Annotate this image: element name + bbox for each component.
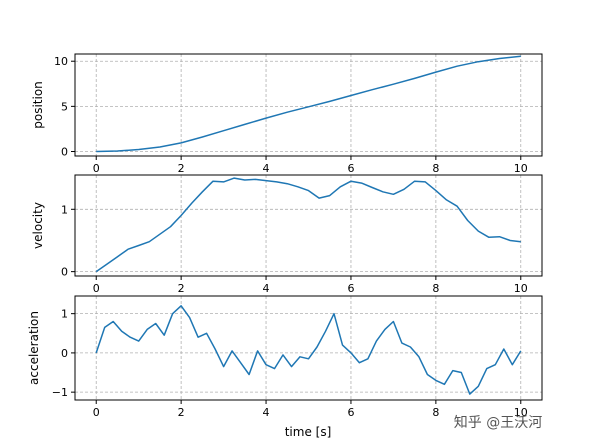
series-line	[96, 55, 521, 153]
x-tick-label: 10	[514, 406, 528, 419]
y-axis-label: velocity	[31, 202, 45, 249]
position-panel: 0 2 4 6 8 10 0 5 10 position	[31, 53, 543, 175]
x-tick-label: 4	[263, 406, 270, 419]
y-axis-label: acceleration	[27, 311, 41, 385]
acceleration-panel: 0 2 4 6 8 10 −1 0 1 acceleration	[27, 295, 543, 419]
y-tick-label: −1	[52, 386, 68, 399]
axes-frame	[74, 53, 543, 157]
x-tick-label: 0	[93, 406, 100, 419]
y-tick-label: 0	[61, 266, 68, 279]
x-tick-label: 8	[432, 162, 439, 175]
y-tick-label: 1	[61, 308, 68, 321]
series-line	[95, 177, 521, 273]
x-tick-label: 6	[347, 406, 354, 419]
x-tick-label: 0	[93, 162, 100, 175]
x-axis-label: time [s]	[285, 425, 332, 439]
y-tick-label: 10	[54, 55, 68, 68]
x-tick-label: 6	[347, 162, 354, 175]
x-tick-label: 8	[432, 282, 439, 295]
y-axis-label: position	[31, 81, 45, 129]
watermark-text: 知乎 @王沃河	[454, 414, 542, 431]
x-tick-label: 2	[178, 406, 185, 419]
y-tick-label: 0	[61, 145, 68, 158]
x-tick-label: 2	[178, 162, 185, 175]
y-tick-label: 1	[61, 203, 68, 216]
axes-frame	[74, 295, 543, 401]
x-tick-label: 10	[514, 282, 528, 295]
x-tick-label: 6	[347, 282, 354, 295]
y-tick-label: 5	[61, 100, 68, 113]
y-tick-label: 0	[61, 347, 68, 360]
x-tick-label: 8	[432, 406, 439, 419]
series-line	[95, 305, 522, 395]
x-tick-label: 2	[178, 282, 185, 295]
x-tick-label: 4	[263, 282, 270, 295]
x-tick-label: 10	[514, 162, 528, 175]
velocity-panel: 0 2 4 6 8 10 0 1 velocity	[31, 174, 543, 295]
x-tick-label: 0	[93, 282, 100, 295]
axes-frame	[74, 174, 543, 277]
x-tick-label: 4	[263, 162, 270, 175]
